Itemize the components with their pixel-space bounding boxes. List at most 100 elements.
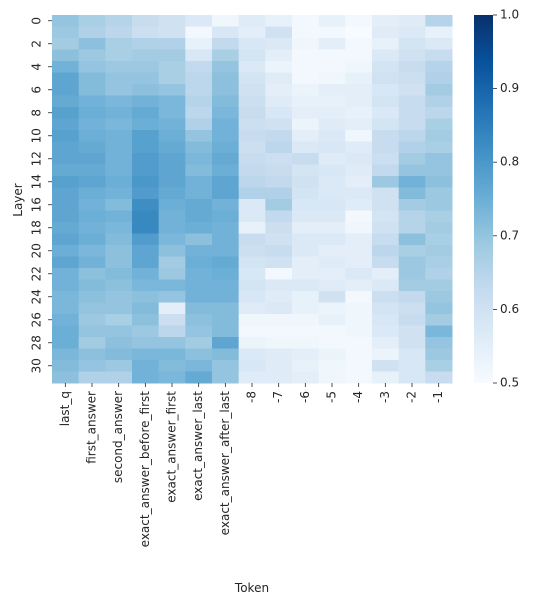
heatmap-cell (132, 118, 160, 131)
heatmap-cell (52, 337, 80, 349)
heatmap-cell (212, 348, 240, 361)
heatmap-cell (52, 61, 80, 73)
heatmap-cell (425, 164, 453, 177)
heatmap-cell (345, 164, 373, 177)
heatmap-cell (345, 337, 373, 349)
heatmap-cell (158, 49, 186, 62)
heatmap-cell (292, 141, 320, 154)
heatmap-cell (265, 118, 293, 131)
heatmap-cell (372, 268, 400, 280)
heatmap-cell (158, 72, 186, 85)
heatmap-cell (212, 176, 240, 188)
heatmap-cell (185, 245, 213, 257)
heatmap-cell (425, 210, 453, 223)
x-tick-label: exact_answer_last (191, 391, 205, 501)
heatmap-cell (78, 256, 106, 269)
heatmap-cell (52, 141, 80, 154)
heatmap-cell (372, 38, 400, 50)
heatmap-cell (292, 325, 320, 338)
heatmap-cell (212, 118, 240, 131)
heatmap-cell (132, 291, 160, 303)
heatmap-cell (318, 15, 346, 27)
heatmap-cell (185, 130, 213, 142)
heatmap-cell (185, 371, 213, 384)
y-tick-label: 8 (30, 109, 44, 117)
heatmap-cell (398, 348, 426, 361)
heatmap-cell (238, 222, 266, 234)
heatmap-cell (318, 61, 346, 73)
heatmap-cell (238, 15, 266, 27)
heatmap-cell (212, 107, 240, 119)
heatmap-cell (425, 84, 453, 96)
heatmap-cell (318, 245, 346, 257)
heatmap-cell (52, 245, 80, 257)
heatmap-cell (425, 72, 453, 85)
heatmap-cell (158, 245, 186, 257)
heatmap-cell (345, 95, 373, 108)
heatmap-cell (398, 95, 426, 108)
heatmap-cell (212, 61, 240, 73)
heatmap-cell (372, 84, 400, 96)
heatmap-cell (158, 15, 186, 27)
heatmap-cell (238, 371, 266, 384)
heatmap-cell (265, 314, 293, 326)
heatmap-cell (78, 337, 106, 349)
heatmap-cell (212, 72, 240, 85)
heatmap-cell (425, 256, 453, 269)
colorbar-tick-label: 0.7 (500, 228, 519, 242)
heatmap-cell (398, 233, 426, 246)
heatmap-cell (105, 222, 133, 234)
heatmap-cell (292, 291, 320, 303)
heatmap-cell (158, 348, 186, 361)
heatmap-cell (185, 199, 213, 211)
heatmap-cell (292, 210, 320, 223)
heatmap-cell (212, 245, 240, 257)
colorbar-tick-label: 0.9 (500, 81, 519, 95)
heatmap-cell (158, 337, 186, 349)
heatmap-cell (185, 61, 213, 73)
heatmap-cell (78, 233, 106, 246)
heatmap-cell (265, 371, 293, 384)
x-tick-label: -3 (378, 391, 392, 403)
x-tick-label: -5 (325, 391, 339, 403)
heatmap-cell (265, 164, 293, 177)
heatmap-cell (105, 15, 133, 27)
heatmap-cell (238, 118, 266, 131)
heatmap-cell (425, 279, 453, 292)
heatmap-cell (425, 153, 453, 165)
heatmap-cell (132, 130, 160, 142)
heatmap-cell (398, 72, 426, 85)
heatmap-cell (265, 233, 293, 246)
y-tick-label: 22 (30, 266, 44, 281)
heatmap-cell (132, 348, 160, 361)
x-tick-label: -7 (271, 391, 285, 403)
heatmap-cell (292, 153, 320, 165)
colorbar-tick-label: 0.6 (500, 302, 519, 316)
heatmap-cell (372, 130, 400, 142)
heatmap-cell (185, 49, 213, 62)
heatmap-cell (52, 153, 80, 165)
heatmap-cell (52, 268, 80, 280)
heatmap-cell (372, 314, 400, 326)
heatmap-cell (185, 291, 213, 303)
y-tick-label: 10 (30, 128, 44, 143)
heatmap-cell (132, 164, 160, 177)
heatmap-cell (132, 233, 160, 246)
heatmap-cell (158, 118, 186, 131)
heatmap-cell (185, 107, 213, 119)
x-tick-label: -1 (431, 391, 445, 403)
heatmap-cell (398, 26, 426, 39)
heatmap-cell (292, 222, 320, 234)
heatmap-cell (318, 26, 346, 39)
heatmap-cell (105, 371, 133, 384)
heatmap-cell (398, 222, 426, 234)
heatmap-cell (185, 268, 213, 280)
heatmap-cell (105, 291, 133, 303)
heatmap-cell (265, 95, 293, 108)
heatmap-cell (132, 256, 160, 269)
heatmap-cell (318, 130, 346, 142)
heatmap-cell (398, 107, 426, 119)
heatmap-cell (345, 141, 373, 154)
heatmap-cell (52, 360, 80, 372)
heatmap-cell (78, 199, 106, 211)
